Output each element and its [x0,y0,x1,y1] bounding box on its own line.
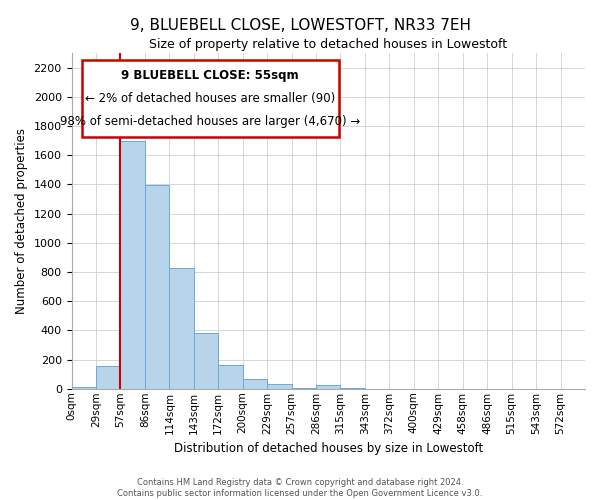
Bar [96,366,121,389]
X-axis label: Distribution of detached houses by size in Lowestoft: Distribution of detached houses by size … [173,442,483,455]
Title: Size of property relative to detached houses in Lowestoft: Size of property relative to detached ho… [149,38,508,51]
Bar [292,388,316,389]
Bar [316,385,340,389]
FancyBboxPatch shape [82,60,338,137]
Text: Contains HM Land Registry data © Crown copyright and database right 2024.
Contai: Contains HM Land Registry data © Crown c… [118,478,482,498]
Text: 9, BLUEBELL CLOSE, LOWESTOFT, NR33 7EH: 9, BLUEBELL CLOSE, LOWESTOFT, NR33 7EH [130,18,470,32]
Text: 98% of semi-detached houses are larger (4,670) →: 98% of semi-detached houses are larger (… [60,115,360,128]
Bar [340,388,365,389]
Bar [267,384,292,389]
Bar [71,386,96,389]
Bar [121,140,145,389]
Bar [169,268,194,389]
Bar [218,366,242,389]
Text: ← 2% of detached houses are smaller (90): ← 2% of detached houses are smaller (90) [85,92,335,105]
Text: 9 BLUEBELL CLOSE: 55sqm: 9 BLUEBELL CLOSE: 55sqm [121,68,299,82]
Bar [242,380,267,389]
Y-axis label: Number of detached properties: Number of detached properties [15,128,28,314]
Bar [194,334,218,389]
Bar [145,185,169,389]
